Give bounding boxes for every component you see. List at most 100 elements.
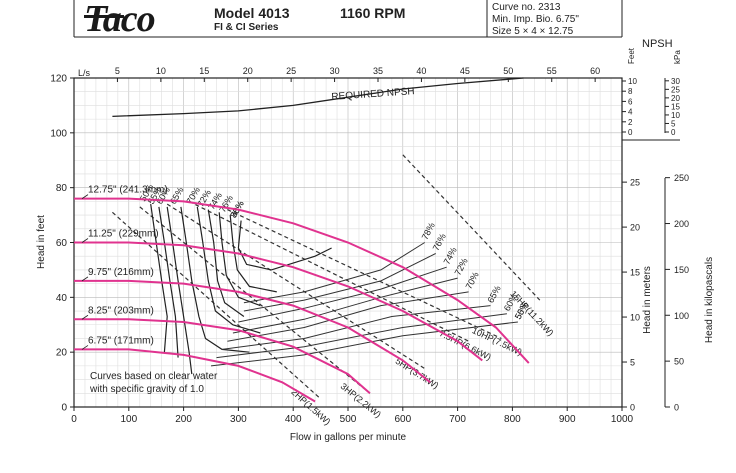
efficiency-contour bbox=[158, 206, 179, 358]
y-tick-label: 100 bbox=[50, 128, 67, 139]
efficiency-contour bbox=[229, 215, 277, 293]
ls-tick-label: 5 bbox=[115, 66, 120, 76]
ls-tick-label: 40 bbox=[416, 66, 426, 76]
impeller-curve bbox=[74, 197, 530, 364]
logo-bar bbox=[84, 15, 124, 18]
efficiency-right-label: 70% bbox=[464, 270, 481, 291]
y-axis-label: Head in feet bbox=[36, 215, 47, 269]
x-tick-label: 100 bbox=[120, 414, 137, 425]
y-tick-label: 40 bbox=[56, 293, 68, 304]
ls-tick-label: 50 bbox=[503, 66, 513, 76]
kpa-tick-label: 100 bbox=[674, 311, 689, 321]
x-tick-group: 0 100 200 300 400 500 600 700 800 900 1000 bbox=[71, 407, 634, 425]
npsh-feet-tick-label: 4 bbox=[628, 108, 633, 117]
npsh-kpa-tick-label: 5 bbox=[671, 119, 676, 128]
power-line bbox=[227, 209, 502, 340]
npsh-kpa-tick-label: 25 bbox=[671, 85, 680, 94]
right-efficiency-contour bbox=[243, 242, 425, 304]
impeller-leader bbox=[81, 345, 89, 350]
ls-tick-label: 35 bbox=[373, 66, 383, 76]
y-tick-label: 60 bbox=[56, 238, 68, 249]
x-tick-label: 800 bbox=[504, 414, 521, 425]
min-imp: Min. Imp. Bio. 6.75" bbox=[492, 14, 579, 25]
kpa-tick-label: 200 bbox=[674, 219, 689, 229]
impeller-label: 11.25" (229mm) bbox=[88, 229, 159, 240]
annotation-line-1: Curves based on clear water bbox=[90, 371, 218, 382]
ls-tick-label: 25 bbox=[286, 66, 296, 76]
efficiency-contour bbox=[237, 220, 332, 271]
kpa-tick-label: 250 bbox=[674, 173, 689, 183]
right-efficiency-contour bbox=[216, 313, 507, 359]
npsh-kpa-tick-label: 15 bbox=[671, 102, 680, 111]
ls-tick-label: 30 bbox=[330, 66, 340, 76]
meter-tick-label: 5 bbox=[630, 358, 635, 368]
npsh-kpa-tick-label: 20 bbox=[671, 94, 680, 103]
efficiency-label: 65% bbox=[168, 185, 186, 206]
npsh-curve-label: REQUIRED NPSH bbox=[331, 86, 415, 103]
ls-tick-label: 10 bbox=[156, 66, 166, 76]
right-efficiency-contour bbox=[232, 277, 458, 334]
x-tick-label: 200 bbox=[175, 414, 192, 425]
x-tick-label: 900 bbox=[559, 414, 576, 425]
npsh-kpa-label: kPa bbox=[673, 50, 682, 64]
taco-logo: Taco bbox=[84, 0, 194, 38]
right-efficiency-contour bbox=[243, 253, 436, 312]
x-tick-label: 500 bbox=[340, 414, 357, 425]
ls-tick-group: 5 10 15 20 25 30 35 40 45 50 55 60 bbox=[115, 66, 600, 82]
power-line-label: 5HP(3.7kW) bbox=[394, 356, 441, 391]
kpa-tick-group: 0 50 100 150 200 250 bbox=[665, 173, 689, 413]
npsh-kpa-tick-label: 30 bbox=[671, 77, 680, 86]
meter-tick-group: 0 5 10 15 20 25 bbox=[622, 178, 640, 413]
kpa-tick-label: 0 bbox=[674, 403, 679, 413]
meter-tick-label: 25 bbox=[630, 178, 640, 188]
impeller-label: 12.75" (241.3mm) bbox=[88, 185, 168, 196]
right-efficiency-contour bbox=[238, 266, 447, 323]
meter-tick-label: 10 bbox=[630, 313, 640, 323]
efficiency-right-label: 74% bbox=[442, 246, 459, 267]
npsh-feet-tick-label: 10 bbox=[628, 77, 637, 86]
npsh-feet-tick-label: 2 bbox=[628, 118, 633, 127]
x-tick-label: 0 bbox=[71, 414, 77, 425]
impeller-curve bbox=[74, 241, 483, 362]
ls-tick-label: 15 bbox=[199, 66, 209, 76]
efficiency-contour bbox=[207, 209, 245, 317]
ls-label: L/s bbox=[78, 68, 91, 78]
npsh-curve bbox=[112, 77, 524, 118]
y-tick-label: 80 bbox=[56, 183, 68, 194]
impeller-label: 6.75" (171mm) bbox=[88, 335, 154, 346]
efficiency-right-label: 76% bbox=[431, 232, 448, 253]
ls-tick-label: 60 bbox=[590, 66, 600, 76]
y-tick-label: 20 bbox=[56, 348, 68, 359]
impeller-label: 9.75" (216mm) bbox=[88, 267, 154, 278]
npsh-title: NPSH bbox=[642, 38, 673, 50]
meter-tick-label: 0 bbox=[630, 403, 635, 413]
efficiency-contour bbox=[150, 204, 168, 353]
curve-labels: 12.75" (241.3mm) 11.25" (229mm) 9.75" (216… bbox=[81, 185, 168, 350]
impeller-label: 8.25" (203mm) bbox=[88, 305, 154, 316]
meter-tick-label: 15 bbox=[630, 268, 640, 278]
power-line bbox=[139, 206, 371, 394]
kpa-tick-label: 50 bbox=[674, 357, 684, 367]
rpm-label: 1160 RPM bbox=[340, 5, 406, 21]
y-axis-label-kpa: Head in kilopascals bbox=[704, 257, 715, 343]
y-tick-label: 0 bbox=[61, 403, 67, 414]
efficiency-contours: 50%55%60%65%70%72%74%76%78%80% bbox=[138, 182, 332, 375]
npsh-kpa-tick-label: 10 bbox=[671, 111, 680, 120]
npsh-feet-tick-label: 8 bbox=[628, 87, 633, 96]
power-line bbox=[111, 211, 322, 400]
impeller-leader bbox=[81, 276, 89, 282]
npsh-curve-group: REQUIRED NPSH bbox=[112, 77, 524, 118]
y-tick-label: 120 bbox=[50, 74, 67, 85]
npsh-kpa-tick-label: 0 bbox=[671, 128, 676, 137]
annotation-line-2: with specific gravity of 1.0 bbox=[89, 384, 204, 395]
x-axis-label: Flow in gallons per minute bbox=[290, 432, 407, 443]
impeller-curve bbox=[74, 348, 316, 403]
impeller-leader bbox=[81, 238, 89, 243]
kpa-tick-label: 150 bbox=[674, 265, 689, 275]
x-tick-label: 700 bbox=[449, 414, 466, 425]
logo-text: Taco bbox=[84, 0, 156, 40]
curve-no: Curve no. 2313 bbox=[492, 2, 561, 13]
